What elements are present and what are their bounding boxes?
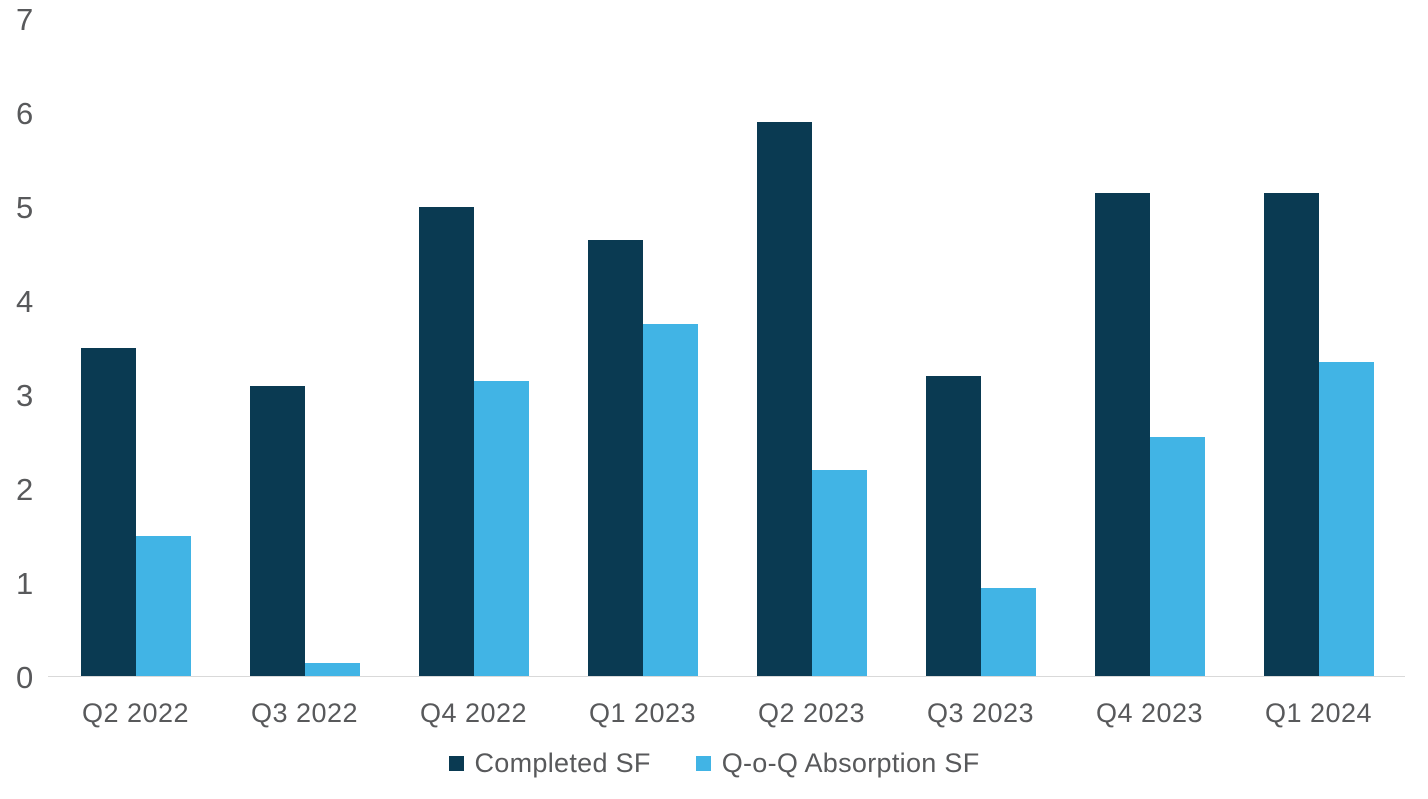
y-axis-label-1: 1	[16, 566, 34, 601]
x-axis-label-q3-2022: Q3 2022	[250, 698, 359, 728]
x-axis-label-q3-2023: Q3 2023	[926, 698, 1035, 728]
x-axis-label-q2-2023: Q2 2023	[757, 698, 866, 728]
bar-completed-sf-q1-2023	[587, 240, 643, 677]
bar-absorption-sf-q4-2022	[473, 381, 529, 677]
x-axis-label-q4-2022: Q4 2022	[419, 698, 528, 728]
x-axis-label-q4-2023: Q4 2023	[1095, 698, 1204, 728]
bar-absorption-sf-q4-2023	[1149, 437, 1205, 677]
bar-absorption-sf-q3-2022	[304, 663, 360, 677]
y-axis-label-2: 2	[16, 472, 34, 507]
bar-completed-sf-q4-2022	[418, 207, 474, 677]
bar-completed-sf-q3-2023	[925, 376, 981, 677]
y-axis-label-7: 7	[16, 2, 34, 37]
bar-completed-sf-q4-2023	[1094, 193, 1150, 677]
legend-item-qoq-absorption-sf: Q-o-Q Absorption SF	[695, 748, 980, 779]
x-axis-label-q1-2024: Q1 2024	[1264, 698, 1373, 728]
legend-item-completed-sf: Completed SF	[448, 748, 651, 779]
bar-absorption-sf-q2-2023	[811, 470, 867, 677]
legend-swatch-completed-sf	[448, 756, 464, 771]
bar-completed-sf-q2-2022	[80, 348, 136, 677]
bar-completed-sf-q2-2023	[756, 122, 812, 677]
bar-absorption-sf-q1-2023	[642, 324, 698, 677]
x-axis-baseline	[48, 676, 1405, 677]
y-axis-label-5: 5	[16, 190, 34, 225]
y-axis-label-3: 3	[16, 378, 34, 413]
legend-label-qoq-absorption-sf: Q-o-Q Absorption SF	[721, 748, 980, 778]
y-axis-label-0: 0	[16, 660, 34, 695]
y-axis-label-6: 6	[16, 96, 34, 131]
legend-swatch-qoq-absorption-sf	[695, 756, 711, 771]
x-axis-label-q2-2022: Q2 2022	[81, 698, 190, 728]
x-axis-label-q1-2023: Q1 2023	[588, 698, 697, 728]
bar-completed-sf-q1-2024	[1263, 193, 1319, 677]
bar-absorption-sf-q2-2022	[135, 536, 191, 677]
legend-label-completed-sf: Completed SF	[474, 748, 651, 778]
bar-absorption-sf-q3-2023	[980, 588, 1036, 677]
bar-completed-sf-q3-2022	[249, 386, 305, 677]
legend: Completed SF Q-o-Q Absorption SF	[0, 748, 1428, 779]
bar-absorption-sf-q1-2024	[1318, 362, 1374, 677]
y-axis-label-4: 4	[16, 284, 34, 319]
